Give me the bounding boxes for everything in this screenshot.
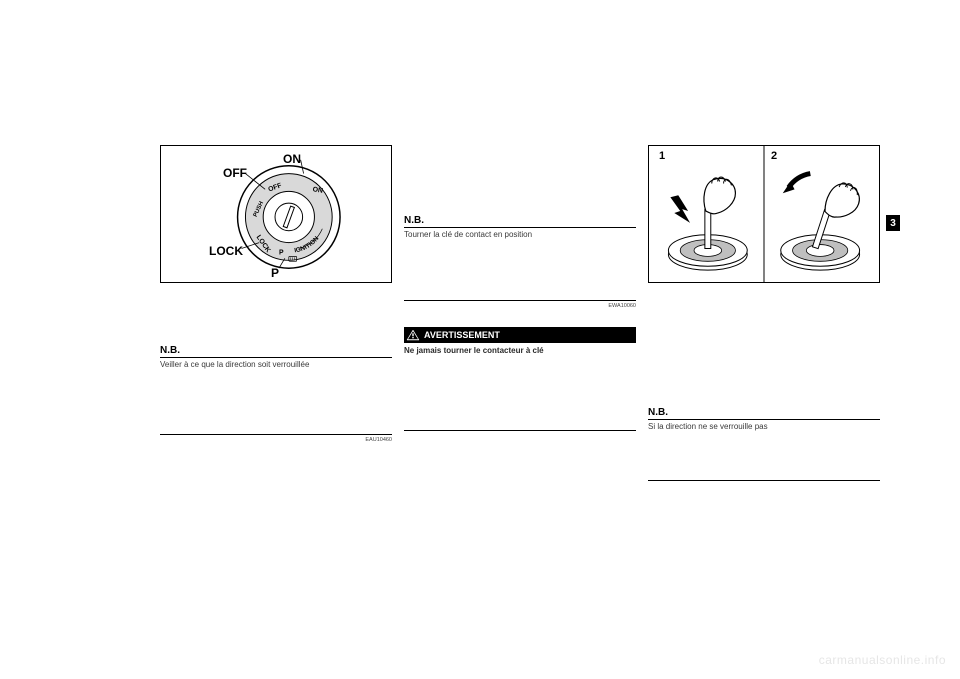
label-off: OFF (223, 166, 247, 180)
nb-title: N.B. (404, 215, 424, 226)
warning-label: AVERTISSEMENT (424, 330, 500, 340)
column-1: ON OFF LOCK P ON OFF PUSH LOCK P (160, 145, 392, 585)
nb-body: Veiller à ce que la direction soit verro… (160, 360, 392, 390)
spacer (648, 452, 880, 480)
nb-block-1: N.B. Veiller à ce que la direction soit … (160, 345, 392, 390)
column-3: 1 2 (648, 145, 880, 585)
section-code: EAU10460 (160, 437, 392, 443)
column-2: N.B. Tourner la clé de contact en positi… (404, 145, 636, 585)
spacer (160, 283, 392, 331)
svg-text:P: P (279, 249, 284, 256)
figure-ignition-switch: ON OFF LOCK P ON OFF PUSH LOCK P (160, 145, 392, 283)
nb-heading: N.B. (404, 215, 636, 228)
nb-block-3: N.B. Si la direction ne se verrouille pa… (648, 407, 880, 452)
manual-page: ON OFF LOCK P ON OFF PUSH LOCK P (160, 145, 880, 585)
warn-code: EWA10060 (404, 303, 636, 309)
label-2: 2 (771, 150, 777, 162)
rule (648, 480, 880, 481)
spacer (160, 390, 392, 434)
ignition-switch-svg: ON OFF PUSH LOCK P IGNITION (161, 146, 391, 282)
nb-body: Si la direction ne se verrouille pas (648, 422, 880, 452)
spacer (404, 260, 636, 300)
nb-heading: N.B. (160, 345, 392, 358)
label-on: ON (283, 152, 301, 166)
warning-box: AVERTISSEMENT (404, 327, 636, 343)
rule (404, 300, 636, 301)
rule (404, 430, 636, 431)
watermark: carmanualsonline.info (819, 653, 946, 667)
figure-steering-lock: 1 2 (648, 145, 880, 283)
label-lock: LOCK (209, 244, 243, 258)
steering-lock-svg (649, 146, 879, 282)
spacer (648, 283, 880, 393)
nb-title: N.B. (648, 407, 668, 418)
label-1: 1 (659, 150, 665, 162)
label-p: P (271, 266, 279, 280)
spacer (404, 145, 636, 201)
nb-title: N.B. (160, 345, 180, 356)
nb-heading: N.B. (648, 407, 880, 420)
nb-block-2: N.B. Tourner la clé de contact en positi… (404, 215, 636, 260)
warning-icon (406, 329, 420, 341)
nb-body: Tourner la clé de contact en position (404, 230, 636, 260)
rule (160, 434, 392, 435)
page-tab: 3 (886, 215, 900, 231)
spacer (404, 376, 636, 430)
warning-body: Ne jamais tourner le contacteur à clé (404, 346, 636, 376)
